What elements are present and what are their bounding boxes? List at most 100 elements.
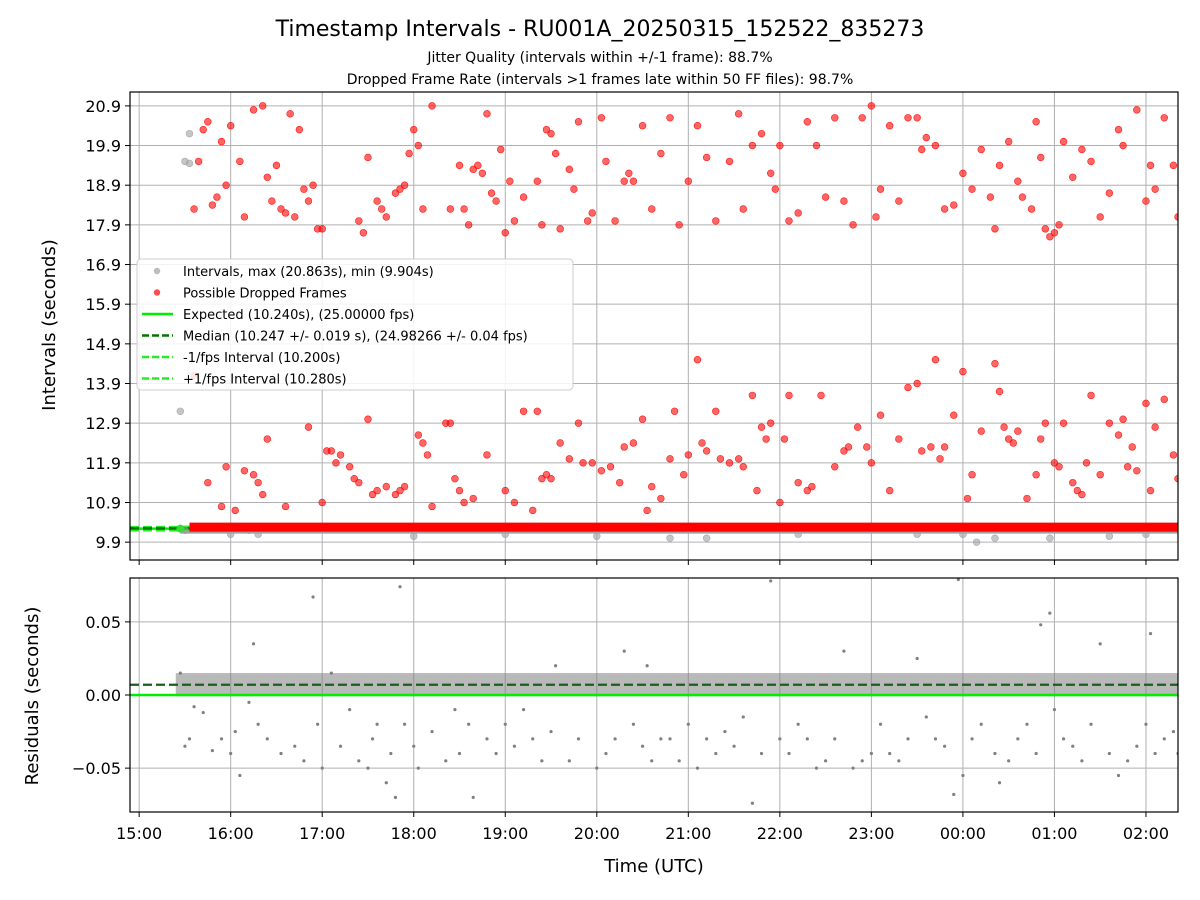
data-point xyxy=(382,482,390,491)
data-point xyxy=(355,478,363,487)
residual-point xyxy=(201,710,205,715)
data-point xyxy=(844,443,853,451)
data-point xyxy=(281,502,290,511)
legend-label: Expected (10.240s), (25.00000 fps) xyxy=(183,308,414,323)
data-point xyxy=(533,177,542,185)
data-point xyxy=(496,145,505,154)
residual-series xyxy=(178,578,1178,805)
residual-point xyxy=(393,795,398,799)
residual-point xyxy=(210,748,214,753)
data-point xyxy=(318,225,326,233)
data-point xyxy=(785,391,793,400)
data-point xyxy=(236,157,244,166)
data-point xyxy=(217,137,226,146)
data-point xyxy=(602,157,610,166)
data-point xyxy=(1000,423,1008,431)
residual-point xyxy=(686,722,690,726)
data-point xyxy=(583,217,592,225)
residual-point xyxy=(924,715,928,719)
data-point xyxy=(588,209,596,217)
x-tick-label: 23:00 xyxy=(848,824,894,843)
data-point xyxy=(460,205,468,213)
data-point xyxy=(249,471,258,479)
residual-point xyxy=(467,722,471,726)
residual-point xyxy=(622,649,626,653)
residual-point xyxy=(723,729,727,734)
data-point xyxy=(597,467,606,475)
data-point xyxy=(1105,419,1114,427)
data-point xyxy=(487,189,496,197)
x-tick-label: 17:00 xyxy=(299,824,345,843)
data-point xyxy=(185,129,194,138)
residual-point xyxy=(1039,623,1043,627)
residual-point xyxy=(219,737,224,741)
residual-point xyxy=(1116,773,1121,778)
data-point xyxy=(716,455,725,463)
legend-label: Possible Dropped Frames xyxy=(183,287,347,302)
data-point xyxy=(1041,225,1049,233)
x-tick-label: 16:00 xyxy=(208,824,254,843)
residual-point xyxy=(279,751,283,756)
data-point xyxy=(492,197,500,205)
data-point xyxy=(670,407,679,415)
x-tick-label: 19:00 xyxy=(482,824,528,843)
top-y-tick-label: 18.9 xyxy=(85,176,121,195)
residual-point xyxy=(1016,737,1020,741)
top-y-tick-label: 15.9 xyxy=(85,295,121,314)
residual-point xyxy=(416,766,420,770)
data-point xyxy=(428,502,436,511)
data-point xyxy=(1023,494,1031,503)
data-point xyxy=(501,530,509,538)
data-point xyxy=(766,169,775,178)
top-y-tick-label: 12.9 xyxy=(85,414,121,433)
data-point xyxy=(1123,463,1132,471)
data-point xyxy=(611,217,619,225)
residual-point xyxy=(512,744,517,748)
data-point xyxy=(222,463,230,471)
data-point xyxy=(950,411,958,419)
data-point xyxy=(885,486,894,495)
residual-point xyxy=(842,649,846,653)
residual-point xyxy=(595,766,599,770)
data-point xyxy=(995,387,1004,396)
top-y-tick-label: 16.9 xyxy=(85,256,121,275)
data-point xyxy=(410,125,418,134)
data-point xyxy=(373,486,381,495)
data-point xyxy=(300,185,308,193)
data-point xyxy=(1114,431,1123,439)
data-point xyxy=(1087,391,1095,400)
data-point xyxy=(803,118,812,126)
data-point xyxy=(1146,161,1155,170)
legend-label: Median (10.247 +/- 0.019 s), (24.98266 +… xyxy=(183,330,528,345)
residual-point xyxy=(1171,729,1176,734)
data-point xyxy=(1160,395,1168,404)
residual-point xyxy=(805,737,809,741)
data-point xyxy=(620,177,628,185)
data-point xyxy=(959,530,967,538)
data-point xyxy=(1004,137,1013,146)
data-point xyxy=(1151,423,1159,431)
residual-point xyxy=(320,766,324,770)
data-point xyxy=(913,530,921,538)
data-point xyxy=(268,197,276,205)
residual-point xyxy=(247,700,251,704)
residual-point xyxy=(1080,759,1084,763)
data-point xyxy=(519,407,528,415)
residual-point xyxy=(1089,722,1093,726)
residuals-panel: 15:00 16:00 17:00 18:00 19:00 20:00 21:00 22:00… xyxy=(72,577,1179,843)
series-1 xyxy=(190,102,1178,241)
data-point xyxy=(1069,478,1077,487)
data-point xyxy=(556,225,564,233)
data-point xyxy=(483,110,491,118)
data-point xyxy=(867,459,876,467)
data-point xyxy=(876,411,885,419)
data-point xyxy=(620,443,628,451)
data-point xyxy=(254,530,262,538)
data-point xyxy=(698,439,706,447)
data-point xyxy=(831,114,839,122)
data-point xyxy=(382,213,390,221)
residual-point xyxy=(402,722,407,726)
residual-point xyxy=(705,737,709,741)
data-point xyxy=(950,201,958,209)
